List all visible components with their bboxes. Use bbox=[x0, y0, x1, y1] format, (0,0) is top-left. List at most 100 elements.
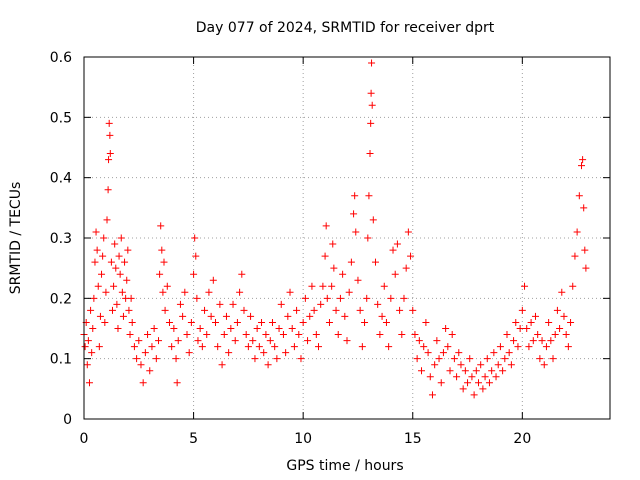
data-point bbox=[413, 355, 421, 363]
data-point bbox=[282, 349, 290, 357]
data-point bbox=[295, 331, 303, 339]
data-point bbox=[453, 373, 461, 381]
data-point bbox=[329, 240, 337, 248]
data-point bbox=[84, 337, 92, 345]
data-point bbox=[426, 373, 434, 381]
data-point bbox=[367, 119, 375, 127]
data-point bbox=[89, 325, 97, 332]
data-point bbox=[156, 270, 164, 278]
data-point bbox=[479, 385, 487, 393]
data-point bbox=[168, 343, 176, 351]
data-point bbox=[470, 391, 478, 399]
data-point bbox=[116, 270, 124, 278]
data-point bbox=[483, 355, 491, 363]
x-tick-label: 5 bbox=[189, 431, 198, 447]
data-point bbox=[301, 294, 309, 302]
data-point bbox=[459, 385, 467, 393]
data-point bbox=[461, 367, 469, 375]
data-point bbox=[87, 306, 95, 314]
data-point bbox=[128, 318, 136, 326]
data-point bbox=[549, 355, 557, 363]
data-point bbox=[562, 331, 570, 339]
data-point bbox=[137, 361, 145, 369]
data-point bbox=[507, 361, 515, 369]
data-point bbox=[279, 331, 287, 339]
data-point bbox=[96, 312, 104, 320]
data-point bbox=[125, 306, 133, 314]
data-point bbox=[364, 234, 372, 242]
data-point bbox=[581, 246, 589, 254]
data-point bbox=[468, 373, 476, 381]
data-point bbox=[163, 282, 171, 290]
data-point bbox=[98, 270, 106, 278]
data-point bbox=[123, 276, 131, 284]
data-point bbox=[183, 331, 191, 339]
data-point bbox=[352, 228, 360, 236]
data-point bbox=[376, 331, 384, 339]
plot-frame bbox=[83, 56, 611, 420]
data-point bbox=[244, 343, 252, 351]
data-point bbox=[141, 349, 149, 357]
data-point bbox=[220, 331, 228, 339]
data-point bbox=[518, 306, 526, 314]
data-point bbox=[273, 355, 281, 363]
data-point bbox=[437, 379, 445, 387]
data-point bbox=[351, 192, 359, 200]
data-point bbox=[262, 331, 270, 339]
data-point bbox=[233, 318, 241, 326]
data-point bbox=[558, 288, 566, 296]
data-point bbox=[503, 331, 511, 339]
data-point bbox=[113, 300, 121, 308]
data-point bbox=[529, 337, 537, 345]
data-point bbox=[103, 216, 111, 224]
data-point bbox=[170, 325, 178, 332]
data-point bbox=[112, 264, 120, 272]
data-point bbox=[494, 361, 502, 369]
data-point bbox=[315, 343, 323, 351]
data-point bbox=[229, 300, 237, 308]
data-point bbox=[251, 355, 259, 363]
data-point bbox=[531, 312, 539, 320]
data-point bbox=[155, 337, 163, 345]
data-point bbox=[114, 325, 122, 332]
data-point bbox=[321, 252, 329, 260]
data-point bbox=[190, 270, 198, 278]
x-tick-label: 15 bbox=[404, 431, 422, 447]
data-point bbox=[85, 379, 93, 387]
data-point bbox=[391, 270, 399, 278]
data-point bbox=[433, 337, 441, 345]
data-point bbox=[209, 276, 217, 284]
data-point bbox=[148, 343, 156, 351]
data-point bbox=[385, 343, 393, 351]
data-point bbox=[442, 325, 450, 332]
data-point bbox=[284, 312, 292, 320]
data-point bbox=[514, 343, 522, 351]
data-point bbox=[573, 228, 581, 236]
data-point bbox=[312, 331, 320, 339]
data-point bbox=[236, 288, 244, 296]
data-point bbox=[369, 216, 377, 224]
data-point bbox=[88, 349, 96, 357]
data-point bbox=[409, 306, 417, 314]
data-point bbox=[306, 312, 314, 320]
data-point bbox=[107, 258, 115, 266]
data-point bbox=[101, 318, 109, 326]
data-point bbox=[431, 361, 439, 369]
data-point bbox=[571, 252, 579, 260]
data-point bbox=[222, 312, 230, 320]
data-point bbox=[174, 337, 182, 345]
data-point bbox=[496, 343, 504, 351]
data-point bbox=[556, 325, 564, 332]
data-point bbox=[477, 361, 485, 369]
data-point bbox=[216, 300, 224, 308]
x-tick-label: 0 bbox=[80, 431, 89, 447]
data-point bbox=[293, 306, 301, 314]
data-point bbox=[260, 349, 268, 357]
data-point bbox=[249, 337, 257, 345]
data-point bbox=[521, 282, 529, 290]
data-point bbox=[567, 318, 575, 326]
data-point bbox=[218, 361, 226, 369]
data-point bbox=[238, 270, 246, 278]
data-point bbox=[297, 355, 305, 363]
data-point bbox=[341, 312, 349, 320]
